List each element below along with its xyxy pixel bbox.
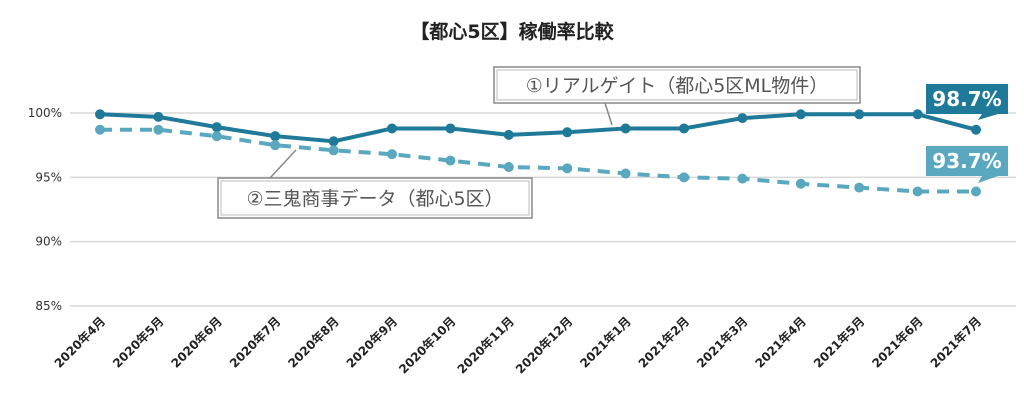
series-line-1 [99,112,977,144]
leader-line [269,149,297,179]
end-value-callout [926,84,1008,120]
data-point-series-1 [912,109,923,120]
x-tick-label: 2021年3月 [693,314,750,371]
data-point-series-1 [387,123,397,134]
x-tick-label: 2021年1月 [577,314,634,371]
data-point-series-2 [620,168,631,179]
series-labels: ①リアルゲイト（都心5区ML物件） ②三鬼商事データ（都心5区） [217,66,861,219]
x-tick-label: 2020年5月 [109,314,166,371]
data-point-series-1 [328,136,339,147]
y-tick-label: 95% [35,170,62,184]
x-axis-ticks: 2020年4月 2020年5月 2020年6月 2020年7月 2020年8月 2020年… [51,314,984,377]
end-callouts: 98.7% 93.7% [926,84,1008,183]
data-point-series-1 [270,131,281,142]
grid-layer [70,112,1016,307]
series-label-box [493,66,861,104]
data-point-series-1 [854,109,865,120]
series-layer [95,109,981,197]
data-point-series-2 [795,178,806,189]
data-point-series-1 [795,109,806,120]
x-tick-label: 2021年2月 [635,314,692,371]
data-point-series-1 [153,111,164,122]
data-point-series-2 [153,124,164,135]
data-point-series-1 [211,122,222,133]
data-point-series-2 [328,145,339,156]
data-point-series-1 [445,123,456,134]
x-tick-label: 2020年6月 [168,314,225,371]
series-line-2 [100,127,976,194]
data-point-series-1 [95,109,105,120]
x-tick-label: 2021年4月 [752,314,809,371]
series-label-frame [220,180,530,216]
x-tick-label: 2021年6月 [869,314,926,371]
series-label-text: ②三鬼商事データ（都心5区） [246,188,503,210]
end-value-label: 98.7% [932,87,1001,111]
data-point-series-2 [270,140,281,151]
x-tick-label: 2021年7月 [927,314,984,371]
leader-line [604,102,613,126]
series-label-frame [496,69,858,101]
chart-title: 【都心5区】稼働率比較 [410,20,614,43]
data-point-series-2 [95,124,105,135]
data-point-series-2 [503,162,514,173]
y-tick-label: 85% [35,299,62,313]
data-point-series-2 [737,173,748,184]
x-tick-label: 2020年11月 [454,314,517,377]
data-point-series-2 [211,131,222,142]
data-point-series-2 [445,155,456,166]
data-point-series-1 [737,113,748,124]
x-tick-label: 2020年9月 [343,314,400,371]
series-label-box [217,177,533,219]
x-tick-label: 2021年5月 [810,314,867,371]
x-tick-label: 2020年4月 [51,314,108,371]
data-point-series-1 [562,127,573,138]
x-tick-label: 2020年8月 [285,314,342,371]
data-point-series-1 [620,123,631,134]
series-label-text: ①リアルゲイト（都心5区ML物件） [526,75,829,97]
y-tick-label: 90% [35,235,62,249]
x-tick-label: 2020年7月 [226,314,283,371]
data-point-series-1 [503,129,514,140]
data-point-series-1 [679,123,689,134]
data-point-series-2 [679,172,689,183]
x-tick-label: 2020年12月 [512,314,575,377]
x-tick-label: 2020年10月 [396,314,459,377]
data-point-series-1 [971,124,981,135]
y-tick-label: 100% [28,106,62,120]
end-value-callout [926,146,1008,183]
data-point-series-2 [387,149,397,160]
data-point-series-2 [971,186,981,197]
data-point-series-2 [854,182,865,193]
y-axis-ticks: 85% 90% 95% 100% [28,106,62,313]
data-point-series-2 [562,163,573,174]
end-value-label: 93.7% [932,149,1001,173]
data-point-series-2 [912,186,923,197]
